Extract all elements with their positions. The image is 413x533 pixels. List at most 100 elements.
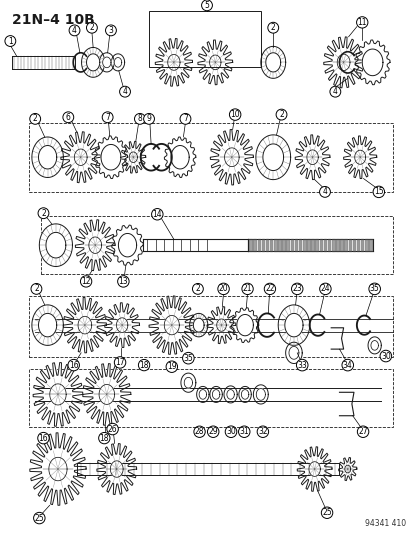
Text: 12: 12 bbox=[81, 277, 90, 286]
Polygon shape bbox=[33, 362, 83, 426]
Polygon shape bbox=[206, 306, 235, 344]
Text: 30: 30 bbox=[380, 352, 390, 360]
Polygon shape bbox=[354, 150, 365, 164]
Text: 4: 4 bbox=[322, 188, 327, 196]
Text: 23: 23 bbox=[292, 285, 301, 293]
Polygon shape bbox=[285, 342, 301, 364]
Polygon shape bbox=[118, 233, 136, 257]
Polygon shape bbox=[39, 224, 72, 266]
Polygon shape bbox=[99, 384, 114, 405]
Text: 32: 32 bbox=[257, 427, 267, 436]
Text: 22: 22 bbox=[265, 285, 274, 293]
Polygon shape bbox=[209, 55, 221, 70]
Polygon shape bbox=[164, 316, 179, 335]
Polygon shape bbox=[38, 146, 57, 169]
Polygon shape bbox=[149, 296, 194, 354]
Polygon shape bbox=[114, 58, 121, 67]
Text: 21: 21 bbox=[242, 285, 252, 293]
Polygon shape bbox=[226, 390, 234, 399]
Polygon shape bbox=[284, 313, 302, 337]
Polygon shape bbox=[253, 385, 268, 404]
Text: 35: 35 bbox=[183, 354, 193, 362]
Polygon shape bbox=[337, 54, 349, 70]
Text: 2: 2 bbox=[33, 115, 38, 123]
Polygon shape bbox=[278, 305, 309, 345]
Text: 2: 2 bbox=[270, 23, 275, 32]
Polygon shape bbox=[89, 237, 101, 253]
Polygon shape bbox=[199, 390, 206, 399]
Polygon shape bbox=[129, 152, 137, 163]
Text: 25: 25 bbox=[34, 514, 44, 522]
Text: 26: 26 bbox=[107, 425, 117, 433]
Polygon shape bbox=[110, 461, 123, 477]
Text: 6: 6 bbox=[66, 113, 71, 122]
Polygon shape bbox=[78, 317, 91, 334]
Polygon shape bbox=[97, 443, 136, 495]
Polygon shape bbox=[236, 314, 253, 336]
Bar bbox=[29, 123, 392, 192]
Text: 15: 15 bbox=[373, 188, 383, 196]
Polygon shape bbox=[180, 373, 195, 392]
Polygon shape bbox=[361, 49, 382, 76]
Text: 2: 2 bbox=[34, 285, 39, 293]
Polygon shape bbox=[46, 232, 66, 258]
Polygon shape bbox=[354, 40, 389, 85]
Polygon shape bbox=[61, 132, 100, 183]
Polygon shape bbox=[262, 144, 283, 171]
Polygon shape bbox=[101, 144, 121, 170]
Text: 10: 10 bbox=[230, 110, 240, 119]
Polygon shape bbox=[102, 57, 111, 68]
Text: 18: 18 bbox=[139, 361, 148, 369]
Polygon shape bbox=[223, 386, 237, 403]
Polygon shape bbox=[344, 465, 350, 473]
Polygon shape bbox=[231, 308, 258, 343]
Text: 9: 9 bbox=[146, 115, 151, 123]
Text: 94341 410: 94341 410 bbox=[364, 519, 405, 528]
Polygon shape bbox=[189, 313, 207, 337]
Polygon shape bbox=[63, 297, 106, 353]
Text: 29: 29 bbox=[208, 427, 218, 436]
Text: 18: 18 bbox=[100, 434, 109, 442]
Text: 35: 35 bbox=[369, 285, 379, 293]
Polygon shape bbox=[38, 313, 57, 337]
Text: 24: 24 bbox=[320, 285, 330, 293]
Bar bbox=[149, 11, 260, 67]
Text: 1: 1 bbox=[8, 37, 13, 45]
Polygon shape bbox=[81, 47, 104, 77]
Polygon shape bbox=[197, 40, 232, 85]
Polygon shape bbox=[265, 53, 280, 72]
Polygon shape bbox=[75, 220, 115, 271]
Polygon shape bbox=[86, 54, 100, 71]
Polygon shape bbox=[83, 364, 131, 425]
Text: 7: 7 bbox=[183, 115, 188, 123]
Polygon shape bbox=[297, 447, 331, 491]
Text: 4: 4 bbox=[122, 87, 127, 96]
Text: 27: 27 bbox=[357, 427, 367, 436]
Text: 16: 16 bbox=[38, 434, 48, 442]
Text: 33: 33 bbox=[297, 361, 306, 369]
Polygon shape bbox=[216, 319, 226, 332]
Polygon shape bbox=[238, 386, 251, 402]
Polygon shape bbox=[30, 433, 86, 505]
Text: 28: 28 bbox=[195, 427, 204, 436]
Polygon shape bbox=[343, 136, 376, 179]
Text: 5: 5 bbox=[204, 1, 209, 10]
Text: 2: 2 bbox=[89, 23, 94, 32]
Text: 25: 25 bbox=[321, 508, 331, 517]
Polygon shape bbox=[32, 305, 63, 345]
Polygon shape bbox=[260, 46, 285, 78]
Polygon shape bbox=[224, 148, 239, 167]
Text: 11: 11 bbox=[357, 18, 366, 27]
Polygon shape bbox=[241, 390, 248, 399]
Text: 16: 16 bbox=[69, 361, 78, 369]
Polygon shape bbox=[288, 346, 298, 359]
Polygon shape bbox=[210, 130, 253, 185]
Polygon shape bbox=[367, 337, 380, 354]
Bar bbox=[41, 216, 392, 274]
Text: 19: 19 bbox=[166, 362, 176, 371]
Polygon shape bbox=[338, 457, 356, 481]
Polygon shape bbox=[323, 37, 363, 88]
Polygon shape bbox=[184, 377, 192, 388]
Polygon shape bbox=[104, 303, 139, 348]
Text: 21N–4 10B: 21N–4 10B bbox=[12, 13, 95, 27]
